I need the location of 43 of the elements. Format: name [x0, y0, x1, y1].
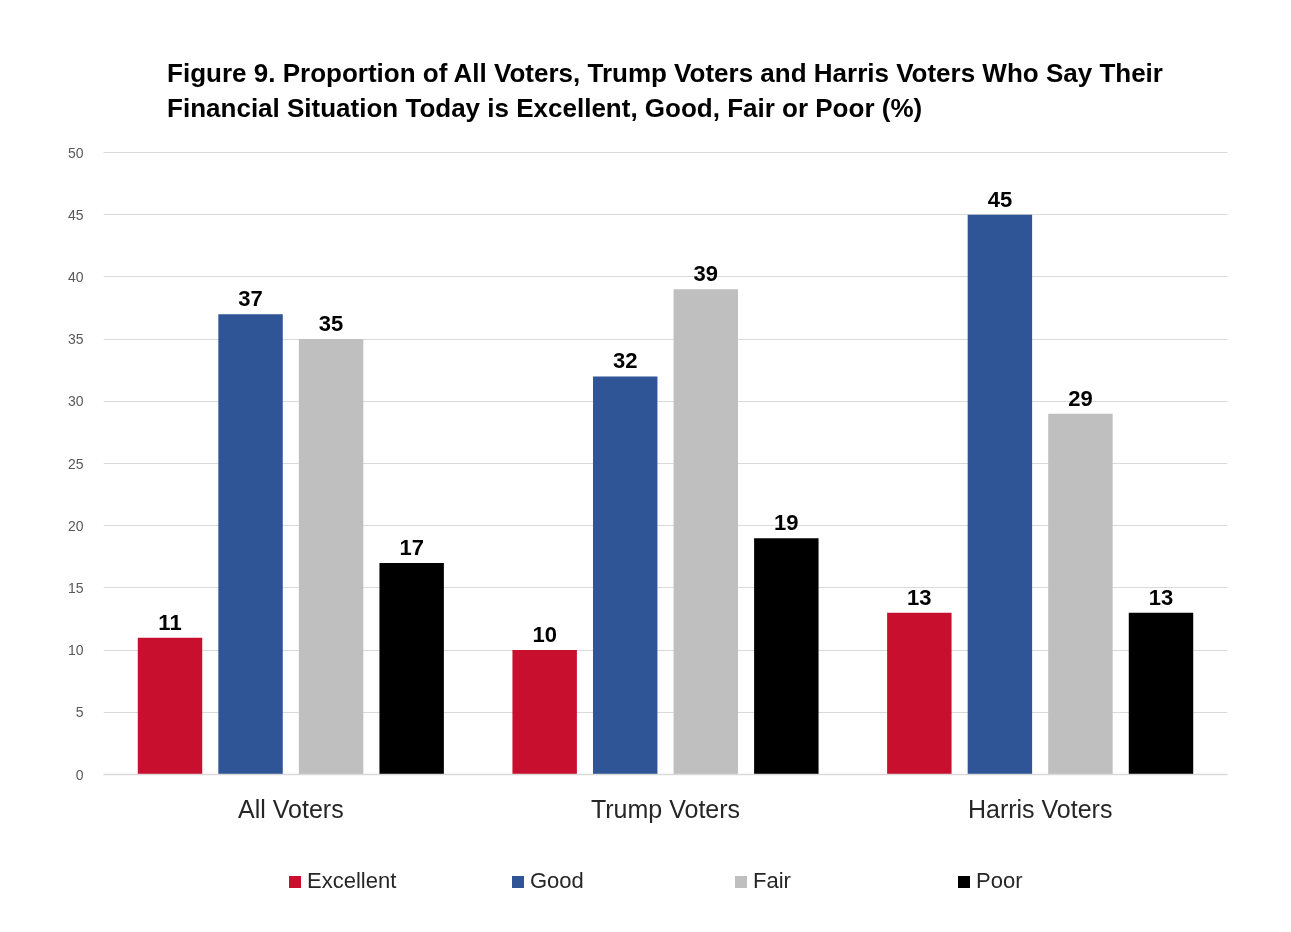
bar — [754, 538, 819, 775]
y-tick-label: 10 — [67, 642, 84, 659]
y-tick-label: 5 — [75, 704, 84, 721]
data-label: 35 — [318, 311, 344, 337]
y-tick-label: 30 — [67, 393, 84, 410]
y-tick-label: 50 — [67, 144, 84, 161]
x-tick-label: Harris Voters — [967, 794, 1113, 823]
data-label: 11 — [158, 609, 182, 635]
bar — [673, 289, 738, 775]
bar — [1048, 413, 1113, 775]
data-label: 29 — [1068, 385, 1093, 411]
bar — [379, 563, 444, 775]
y-tick-label: 15 — [67, 579, 84, 596]
bar — [218, 314, 283, 775]
bar — [887, 612, 952, 775]
y-tick-label: 25 — [67, 455, 84, 472]
x-tick-label: All Voters — [238, 794, 344, 823]
bar — [593, 376, 658, 775]
bar — [512, 650, 577, 775]
data-label: 37 — [238, 286, 263, 312]
legend-label: Excellent — [307, 868, 398, 894]
data-label: 19 — [774, 510, 799, 536]
legend-label: Poor — [976, 868, 1024, 894]
y-tick-label: 40 — [67, 268, 84, 285]
bar — [967, 214, 1033, 775]
data-label: 45 — [987, 186, 1013, 212]
legend-label: Fair — [753, 868, 792, 894]
data-label: 32 — [612, 348, 638, 374]
data-label: 13 — [1148, 584, 1174, 610]
data-label: 13 — [907, 584, 932, 610]
bar — [298, 339, 364, 775]
data-label: 17 — [399, 535, 424, 561]
data-label: 39 — [693, 261, 719, 287]
y-tick-label: 45 — [67, 206, 84, 223]
y-tick-label: 35 — [67, 331, 84, 348]
data-label: 10 — [532, 622, 557, 648]
chart-title: Figure 9. Proportion of All Voters, Trump Voters and Harris Voters Who Say Their Financial Situation Today is Excellent, Good, Fair or Poor (%) — [167, 58, 1163, 124]
bar — [1128, 612, 1194, 775]
legend-label: Good — [530, 868, 585, 894]
y-tick-label: 20 — [67, 517, 84, 534]
y-tick-label: 0 — [75, 766, 84, 783]
bar — [137, 637, 203, 775]
x-tick-label: Trump Voters — [590, 794, 741, 823]
